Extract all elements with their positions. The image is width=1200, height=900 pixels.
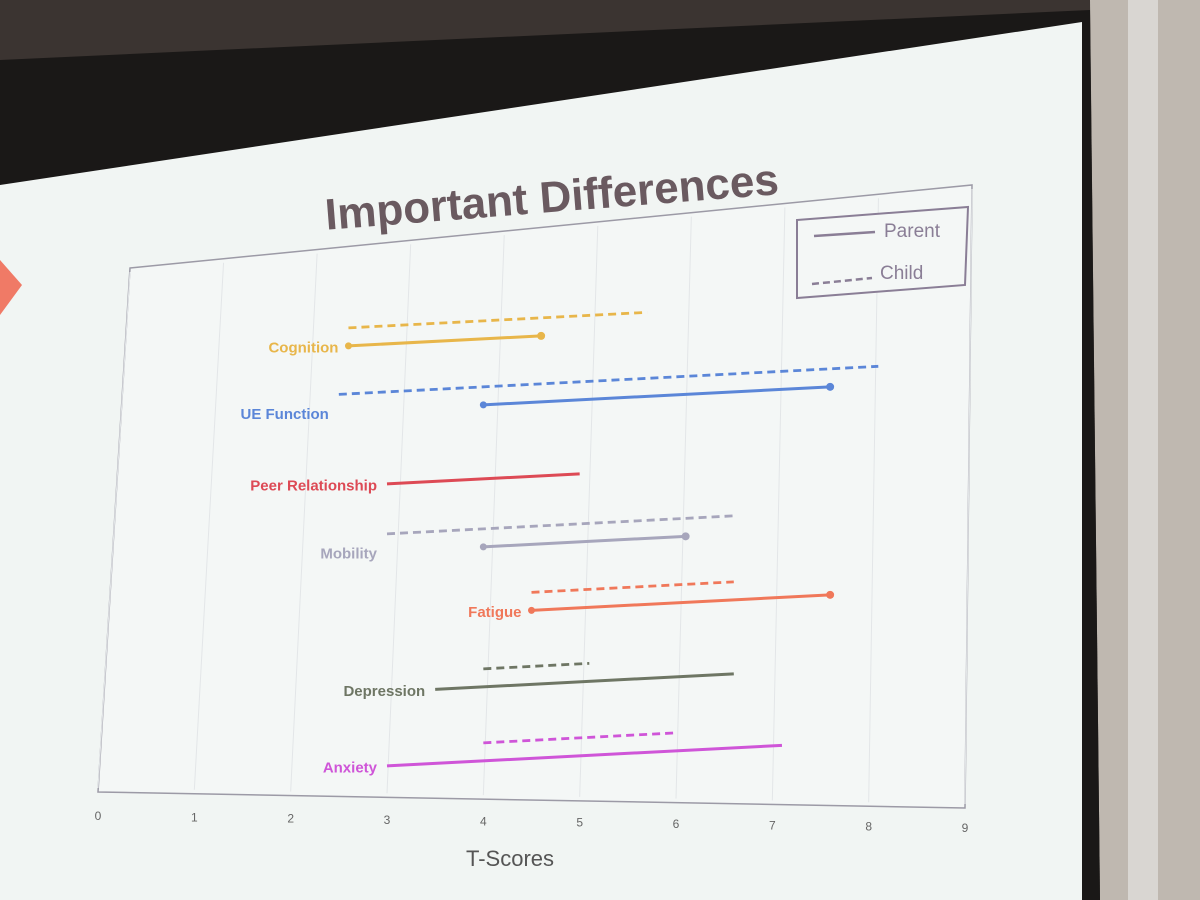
parent-end-marker — [826, 382, 835, 391]
chart-marks — [338, 310, 879, 768]
category-label: UE Function — [241, 406, 329, 423]
slide-accent-arrow — [0, 260, 22, 315]
parent-end-marker — [826, 590, 835, 599]
parent-start-marker — [344, 342, 352, 350]
category-label: Depression — [343, 683, 425, 700]
grid-line — [193, 262, 225, 790]
x-tick-label: 8 — [865, 820, 872, 834]
child-range-line — [531, 580, 734, 594]
category-label: Peer Relationship — [250, 477, 377, 494]
parent-range-line — [483, 385, 831, 407]
stand-pole — [1128, 0, 1158, 900]
x-tick-label: 2 — [287, 812, 294, 826]
x-tick-labels: 0 1 2 3 4 5 6 7 8 9 — [95, 809, 969, 835]
child-range-line — [348, 310, 648, 330]
x-tick-label: 7 — [769, 818, 776, 832]
legend-child-label: Child — [880, 263, 923, 284]
parent-range-line — [386, 472, 580, 486]
x-tick-label: 6 — [673, 817, 680, 831]
grid-line — [290, 253, 318, 792]
parent-end-marker — [681, 532, 690, 541]
x-tick-label: 9 — [962, 821, 969, 835]
grid-line — [868, 198, 879, 803]
category-label: Cognition — [268, 339, 338, 356]
parent-start-marker — [479, 543, 487, 551]
x-tick-label: 4 — [480, 814, 487, 828]
child-range-line — [386, 514, 734, 536]
child-range-line — [483, 661, 590, 671]
grid-line — [579, 225, 599, 797]
category-label: Fatigue — [468, 604, 521, 621]
grid-line — [675, 216, 692, 799]
x-tick-label: 3 — [384, 813, 391, 827]
parent-start-marker — [479, 401, 487, 409]
legend-parent-swatch — [813, 230, 876, 238]
parent-range-line — [483, 534, 686, 549]
parent-start-marker — [528, 606, 535, 614]
child-range-line — [483, 731, 677, 745]
parent-end-marker — [537, 331, 546, 340]
x-axis-label: T-Scores — [466, 846, 554, 871]
grid-line — [771, 207, 786, 801]
category-label: Mobility — [320, 545, 377, 562]
category-label: Anxiety — [323, 759, 378, 776]
parent-range-line — [435, 672, 734, 691]
x-tick-label: 0 — [95, 809, 102, 823]
grid-lines — [97, 188, 973, 805]
legend-parent-label: Parent — [884, 221, 941, 242]
grid-line — [964, 188, 973, 805]
grid-line — [386, 244, 412, 794]
grid-line — [482, 235, 505, 796]
legend-box — [796, 205, 970, 300]
grid-line — [97, 271, 131, 789]
legend: Parent Child — [796, 205, 970, 300]
category-labels: Cognition UE Function Peer Relationship Mob… — [241, 339, 522, 776]
x-tick-label: 1 — [191, 810, 198, 824]
x-tick-label: 5 — [576, 816, 583, 830]
parent-range-line — [386, 743, 783, 768]
parent-range-line — [531, 593, 831, 612]
parent-range-line — [348, 334, 542, 348]
legend-child-swatch — [811, 276, 873, 286]
